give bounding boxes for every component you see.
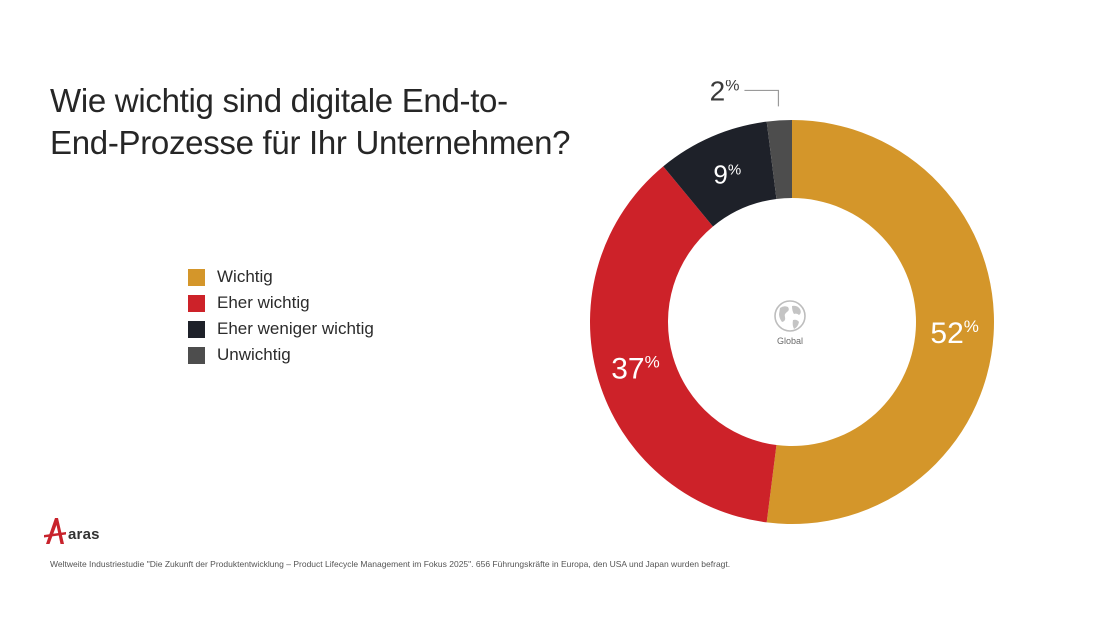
data-label-wichtig-percent: % [964,317,979,336]
legend-item-unwichtig: Unwichtig [188,342,374,368]
chart-title-line-1: Wie wichtig sind digitale End-to- [50,82,508,119]
aras-logo-text: aras [68,525,100,543]
center-label: Global [777,336,803,346]
data-label-unwichtig-percent: % [725,80,739,94]
globe-icon [774,300,806,332]
data-label-eher-wichtig: 37% [611,352,660,385]
data-label-wichtig: 52% [930,317,979,350]
leader-line-unwichtig [744,89,780,107]
aras-logo: aras [44,516,100,546]
donut-chart: 52% 37% 9% 2% Global [590,80,994,524]
chart-title-line-2: End-Prozesse für Ihr Unternehmen? [50,124,571,161]
legend-swatch-unwichtig [188,346,205,364]
data-label-eher-weniger-wichtig: 9% [713,159,741,189]
legend-swatch-eher-weniger-wichtig [188,320,205,338]
slice-unwichtig [766,120,792,199]
data-label-eher-wichtig-value: 37 [611,352,644,385]
legend-label-eher-weniger-wichtig: Eher weniger wichtig [217,319,374,338]
aras-logo-icon [44,518,66,544]
slice-eher-weniger-wichtig [663,121,777,227]
legend-item-eher-wichtig: Eher wichtig [188,290,374,316]
data-label-wichtig-value: 52 [930,317,963,350]
chart-title: Wie wichtig sind digitale End-to- End-Pr… [50,80,610,164]
data-label-eher-weniger-wichtig-percent: % [728,161,741,178]
legend-swatch-eher-wichtig [188,294,205,312]
data-label-eher-weniger-wichtig-value: 9 [713,159,727,189]
footnote: Weltweite Industriestudie "Die Zukunft d… [50,559,731,569]
data-label-eher-wichtig-percent: % [645,352,660,371]
legend-item-wichtig: Wichtig [188,264,374,290]
data-label-unwichtig: 2% [710,80,740,106]
slice-eher-wichtig [590,166,777,523]
legend-swatch-wichtig [188,268,205,286]
legend-item-eher-weniger-wichtig: Eher weniger wichtig [188,316,374,342]
legend-label-unwichtig: Unwichtig [217,345,291,364]
data-label-unwichtig-value: 2 [710,80,726,106]
legend-label-eher-wichtig: Eher wichtig [217,293,310,312]
legend-label-wichtig: Wichtig [217,267,273,286]
slice-wichtig [766,120,994,524]
chart-legend: Wichtig Eher wichtig Eher weniger wichti… [188,264,374,368]
